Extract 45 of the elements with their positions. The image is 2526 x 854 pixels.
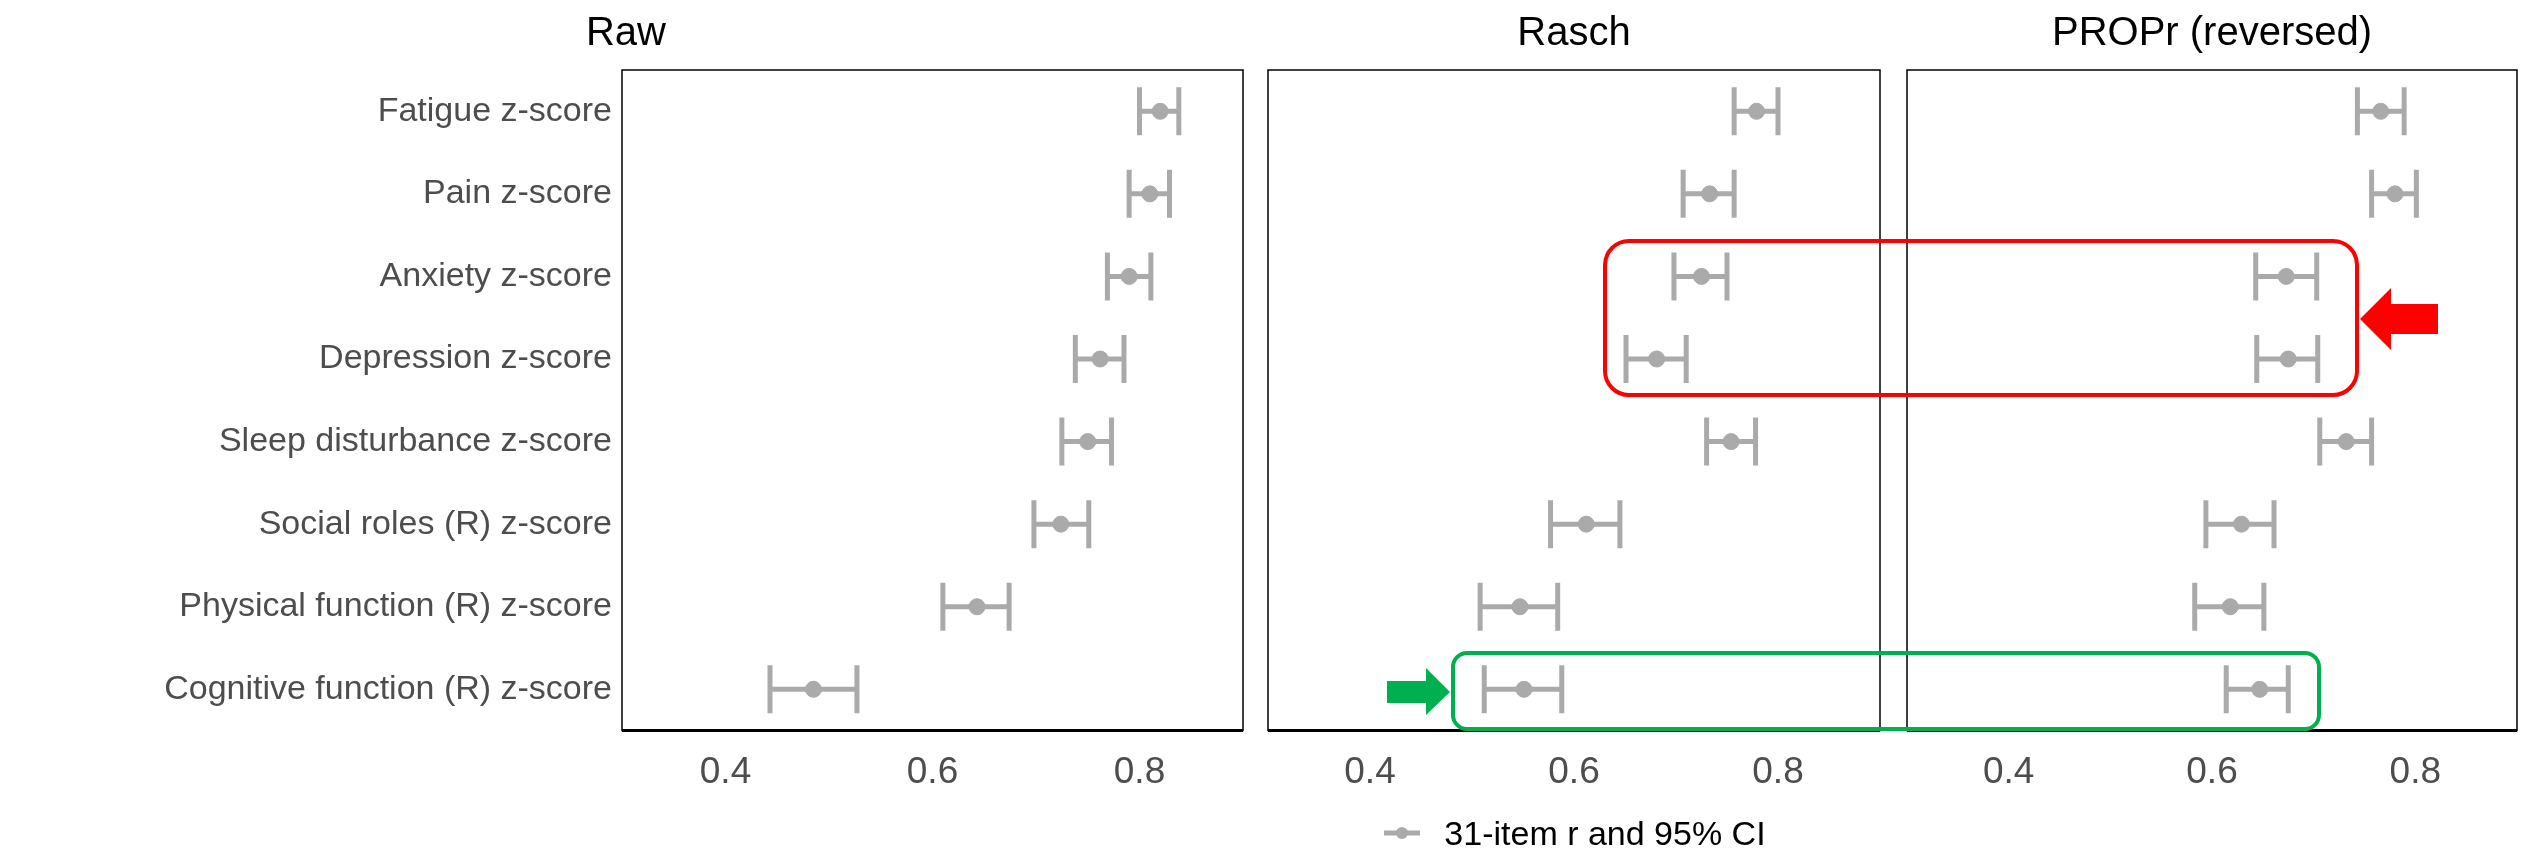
point <box>2279 350 2297 368</box>
chart-title: Rasch <box>1517 9 1631 54</box>
point <box>2277 267 2295 285</box>
y-tick-label: Physical function (R) z-score <box>179 585 612 624</box>
x-tick-label: 0.8 <box>2389 750 2442 791</box>
x-tick-label: 0.4 <box>699 750 752 791</box>
chart-title: Raw <box>585 9 667 54</box>
point <box>2337 433 2355 451</box>
y-tick-label: Sleep disturbance z-score <box>218 419 612 458</box>
y-tick-label: Social roles (R) z-score <box>258 502 612 541</box>
point <box>804 680 822 698</box>
point <box>1722 433 1740 451</box>
point <box>1701 185 1719 203</box>
point <box>2386 185 2404 203</box>
y-tick-label: Cognitive function (R) z-score <box>164 667 612 706</box>
x-tick-label: 0.8 <box>1113 750 1166 791</box>
x-tick-label: 0.4 <box>1344 750 1396 791</box>
point <box>1577 515 1595 533</box>
x-tick-label: 0.6 <box>906 750 959 791</box>
point <box>968 598 986 616</box>
y-tick-label: Fatigue z-score <box>377 89 612 128</box>
point <box>1091 350 1109 368</box>
point <box>2232 515 2250 533</box>
point <box>2372 102 2390 120</box>
point <box>1052 515 1070 533</box>
point <box>1515 680 1533 698</box>
y-tick-label: Anxiety z-score <box>379 254 612 293</box>
point <box>1693 267 1710 285</box>
point <box>2251 680 2269 698</box>
point <box>1151 102 1169 120</box>
x-tick-label: 0.6 <box>2186 750 2238 791</box>
point <box>1079 433 1097 451</box>
x-tick-label: 0.6 <box>1548 750 1600 791</box>
point <box>1648 350 1666 368</box>
legend-label: 31-item r and 95% CI <box>1444 813 1766 853</box>
point <box>1141 185 1159 203</box>
point <box>1511 598 1529 616</box>
x-tick-label: 0.8 <box>1752 750 1804 791</box>
point <box>1748 102 1766 120</box>
point <box>1120 267 1138 285</box>
y-tick-label: Pain z-score <box>423 172 612 211</box>
x-tick-label: 0.4 <box>1982 750 2035 791</box>
y-tick-label: Depression z-score <box>319 337 612 376</box>
chart-title: PROPr (reversed) <box>2051 9 2373 54</box>
point <box>2221 598 2239 616</box>
